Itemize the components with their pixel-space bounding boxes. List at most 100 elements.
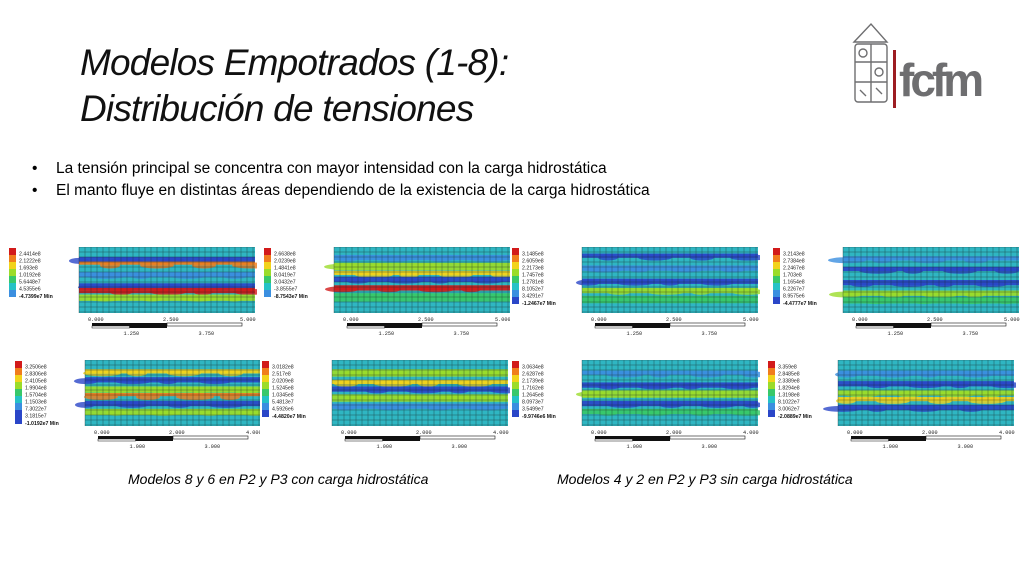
stress-blob [374,380,412,387]
stress-plot-8: 3.359e8 2.8485e8 2.3389e8 1.8294e8 1.3198e8 8… [766,360,1016,473]
stress-blob [429,255,453,262]
stress-blob [136,393,160,400]
stress-blob [606,371,644,378]
legend-value: 1.703e8 [783,273,802,279]
legend-value: 1.693e8 [19,266,38,272]
scale-bar: 0.000 2.000 4.000 (m) 1.000 3.000 [847,430,1016,450]
legend-swatch [264,269,271,276]
stress-band [843,280,1019,286]
scale-label: 5.000 (m) [743,317,760,323]
legend-swatch [512,410,519,417]
stress-blob [436,395,474,402]
scale-label: 0.000 [591,317,607,323]
stress-band [843,266,1019,272]
stress-blob [377,286,401,293]
stress-blob [995,267,1019,274]
stress-blob [897,391,921,398]
legend-swatch [773,297,780,304]
legend-swatch [15,396,22,403]
legend-swatch [262,396,269,403]
legend-swatch [512,389,519,396]
stress-plot-2: 2.6638e8 2.0239e8 1.4841e8 8.0419e7 3.0432e7… [262,247,512,360]
mesh-grid [837,360,1014,426]
legend-value: 2.6059e8 [522,259,544,265]
stress-blob [470,277,504,284]
legend-value: 1.4841e8 [274,266,296,272]
scale-label: 5.000 (m) [240,317,257,323]
scale-label: 3.000 [958,444,974,450]
stress-band [582,370,758,375]
legend-value: 1.2781e8 [522,280,544,286]
legend-min: -1.2467e7 Min [522,301,556,307]
scale-label: 3.000 [702,444,718,450]
scale-label: 0.000 [88,317,104,323]
legend-value: 1.9904e8 [25,386,47,392]
legend-value: 6.2267e7 [783,287,805,293]
stress-contour-svg: 3.359e82.8485e82.3389e81.8294e81.3198e88… [768,360,1016,450]
stress-blob [850,280,874,287]
stress-blob [912,298,936,305]
legend-min: -9.9746e6 Min [522,414,556,420]
stress-blob [638,409,672,416]
stress-band [332,369,508,377]
legend-value: 1.0192e8 [19,273,41,279]
stress-blob [875,371,913,378]
stress-band [332,403,508,409]
legend-swatch [262,375,269,382]
stress-plot-4: 3.2143e8 2.7384e8 2.2467e8 1.703e8 1.1654e8 6… [771,247,1021,360]
legend-value: 3.359e8 [778,365,797,371]
legend-swatch [264,248,271,255]
legend-swatch [264,283,271,290]
stress-blob [405,387,443,394]
legend-swatch [512,255,519,262]
stress-blob [974,280,1008,287]
legend-value: 2.8485e8 [778,372,800,378]
legend-value: 3.5499e7 [522,407,544,413]
legend-swatch [15,403,22,410]
legend-value: 7.3022e7 [25,407,47,413]
stress-blob [860,298,894,305]
mesh-grid [78,247,255,313]
legend-swatch [768,361,775,368]
legend-value: 4.5355e6 [19,287,41,293]
stress-blob [479,370,503,377]
legend-swatch [773,248,780,255]
scale-label: 1.000 [377,444,393,450]
stress-contour-svg: 3.0634e82.6287e82.1739e81.7162e81.2645e8… [512,360,760,450]
stress-blob [365,387,389,394]
stress-band [582,295,758,304]
stress-blob [427,404,451,411]
stress-blob [721,266,745,273]
stress-blob [829,291,863,298]
legend-swatch [264,290,271,297]
stress-blob [872,257,892,264]
stress-blob [386,277,424,284]
stress-blob [88,295,122,302]
stress-blob [167,370,201,377]
stress-blob [907,405,941,412]
legend-value: 3.1815e7 [25,414,47,420]
legend-swatch [512,262,519,269]
legend-swatch [512,375,519,382]
legend-swatch [9,262,16,269]
stress-blob [638,296,662,303]
mesh-grid [842,247,1019,313]
stress-band [79,272,255,278]
stress-blob [192,262,216,269]
mesh-grid [333,247,510,313]
legend-swatch [264,255,271,262]
stress-blob [859,267,897,274]
legend-value: 2.6638e8 [274,252,296,258]
legend-value: 2.4414e8 [19,252,41,258]
stress-blob [835,371,859,378]
stress-blob [238,409,263,416]
scale-label: 4.000 (m) [999,430,1016,436]
legend-value: 1.1503e8 [25,400,47,406]
legend-value: 8.9575e6 [783,294,805,300]
legend-value: 2.3389e8 [778,379,800,385]
legend-swatch [15,361,22,368]
stress-blob [690,371,724,378]
scale-label: 5.000 (m) [495,317,512,323]
scale-label: 0.000 [847,430,863,436]
stress-blob [867,405,887,412]
